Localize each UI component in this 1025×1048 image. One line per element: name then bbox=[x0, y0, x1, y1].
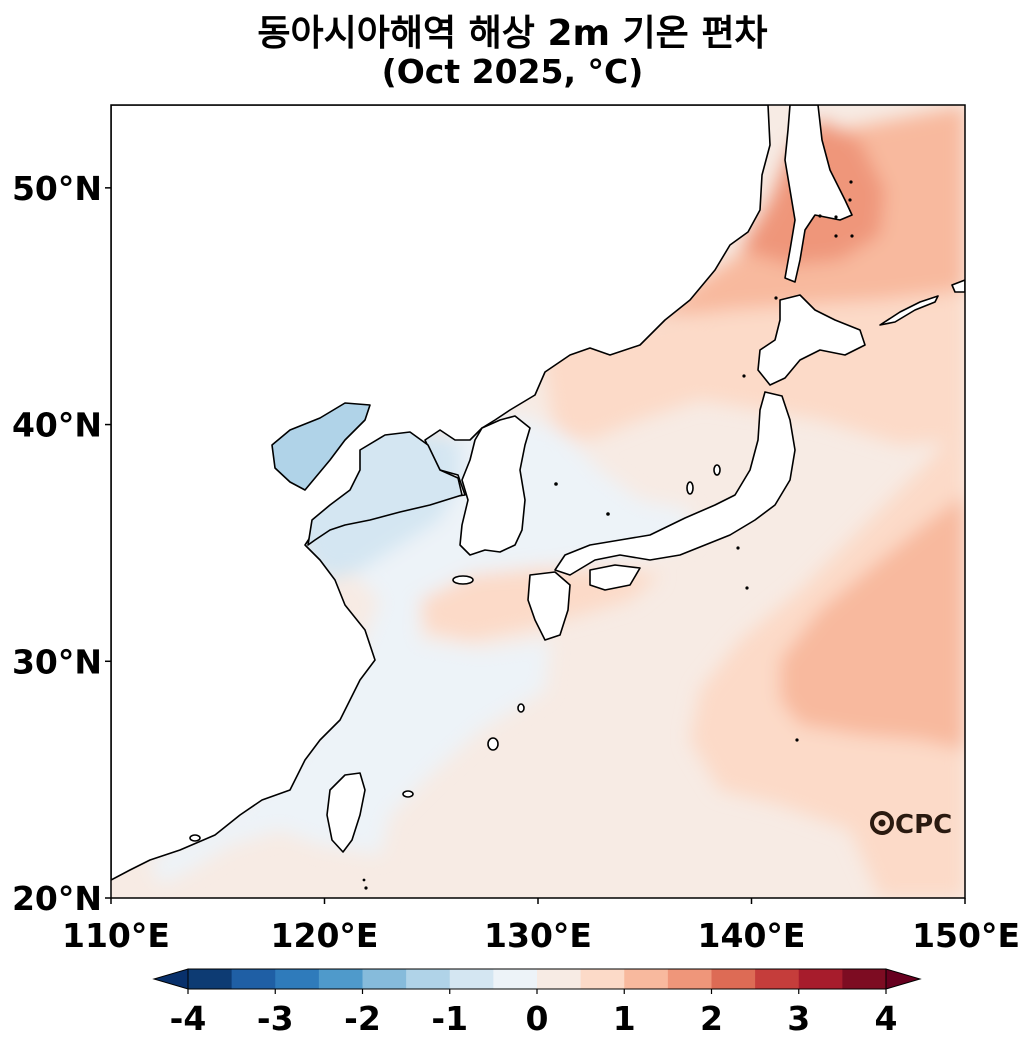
colorbar-segment bbox=[275, 969, 320, 989]
oki-island bbox=[686, 481, 694, 495]
colorbar-tick-label: 4 bbox=[875, 999, 898, 1038]
colorbar-segment bbox=[537, 969, 582, 989]
yellow-sea-bay bbox=[307, 431, 463, 546]
anomaly-zone-0.5-1-north bbox=[540, 270, 965, 445]
colorbar-tick-label: 3 bbox=[787, 999, 810, 1038]
sakhalin-island bbox=[784, 105, 853, 283]
bohai-sea bbox=[271, 402, 371, 491]
colorbar-segment bbox=[755, 969, 800, 989]
colorbar-segment bbox=[188, 969, 233, 989]
ryukyu-island bbox=[517, 703, 525, 713]
hokkaido-island bbox=[757, 294, 866, 386]
sado-island bbox=[713, 464, 721, 476]
colorbar-extend-low bbox=[152, 968, 189, 990]
x-tick-label: 120°E bbox=[271, 916, 379, 955]
korean-peninsula bbox=[459, 415, 531, 556]
y-tick-label: 30°N bbox=[12, 642, 102, 681]
cpc-logo-text: CPC bbox=[895, 810, 952, 840]
yaeyama-island bbox=[402, 790, 414, 798]
land-masses bbox=[111, 105, 965, 881]
ryukyu-island bbox=[487, 737, 499, 751]
colorbar-segment bbox=[580, 969, 625, 989]
colorbar-segment bbox=[231, 969, 276, 989]
kyushu-island bbox=[527, 571, 571, 641]
kamchatka-tip bbox=[951, 279, 965, 293]
honshu-island bbox=[554, 391, 796, 576]
jeju-island bbox=[452, 575, 474, 585]
x-tick-label: 140°E bbox=[698, 916, 806, 955]
colorbar-tick-label: 2 bbox=[700, 999, 723, 1038]
colorbar-segment bbox=[798, 969, 843, 989]
y-tick-label: 50°N bbox=[12, 169, 102, 208]
colorbar-tick-label: -1 bbox=[431, 999, 468, 1038]
colorbar-segment bbox=[318, 969, 363, 989]
colorbar-segment bbox=[362, 969, 407, 989]
taiwan-island bbox=[326, 772, 366, 853]
colorbar-extend-high bbox=[885, 968, 922, 990]
colorbar-segment bbox=[842, 969, 887, 989]
colorbar-segment bbox=[624, 969, 669, 989]
x-tick-label: 130°E bbox=[484, 916, 592, 955]
colorbar-tick-label: -2 bbox=[344, 999, 381, 1038]
anomaly-zone-1-1.5-east bbox=[780, 495, 965, 750]
map-title: 동아시아해역 해상 2m 기온 편차 bbox=[257, 13, 768, 54]
colorbar-segment bbox=[493, 969, 538, 989]
cpc-logo-ring-icon bbox=[870, 811, 894, 835]
shikoku-island bbox=[589, 564, 641, 591]
y-tick-label: 40°N bbox=[12, 406, 102, 445]
axis-ticks: 110°E 120°E 130°E 140°E 150°E 20°N 30°N 40°N 50°… bbox=[12, 169, 1020, 955]
colorbar-tick-label: -3 bbox=[257, 999, 294, 1038]
map-subtitle: (Oct 2025, °C) bbox=[381, 52, 644, 91]
tiny-islands bbox=[362, 180, 854, 890]
colorbar-segment bbox=[711, 969, 756, 989]
x-tick-label: 150°E bbox=[912, 916, 1020, 955]
kuril-islands bbox=[879, 295, 939, 326]
colorbar-tick-label: 0 bbox=[526, 999, 549, 1038]
cpc-logo: CPC bbox=[870, 810, 952, 840]
small-island bbox=[189, 834, 201, 842]
y-tick-label: 20°N bbox=[12, 879, 102, 918]
colorbar-segment bbox=[449, 969, 494, 989]
colorbar-segment bbox=[667, 969, 712, 989]
colorbar-tick-label: 1 bbox=[613, 999, 636, 1038]
colorbar-segment bbox=[406, 969, 451, 989]
x-tick-label: 110°E bbox=[62, 916, 170, 955]
colorbar-tick-label: -4 bbox=[170, 999, 207, 1038]
colorbar: -4 -3 -2 -1 0 1 2 3 4 bbox=[152, 968, 922, 1038]
